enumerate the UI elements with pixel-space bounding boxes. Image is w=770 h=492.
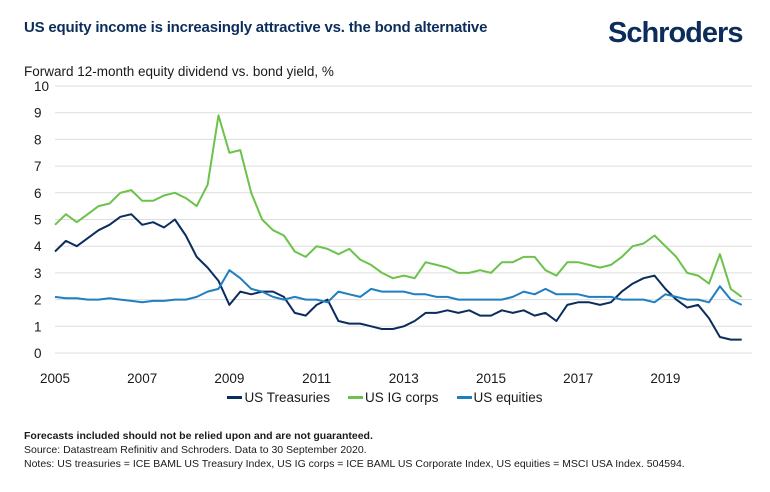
series-line-treasuries [54,213,742,341]
y-tick-label: 9 [34,106,42,121]
legend-label: US Treasuries [244,390,330,405]
legend-swatch-ig-corps [347,396,363,399]
definitions-note: Notes: US treasuries = ICE BAML US Treas… [24,458,685,470]
legend-swatch-treasuries [227,396,243,399]
legend-item-treasuries: US Treasuries [227,390,330,405]
y-tick-label: 4 [34,239,42,254]
y-tick-label: 2 [34,293,42,308]
y-tick-label: 1 [34,319,42,334]
y-tick-label: 6 [34,186,42,201]
chart-subtitle: Forward 12-month equity dividend vs. bon… [24,64,334,79]
legend-item-ig-corps: US IG corps [347,390,439,405]
x-tick-label: 2011 [302,371,331,386]
footnotes: Forecasts included should not be relied … [24,429,685,471]
y-tick-label: 3 [34,266,42,281]
series-line-equities [54,269,743,306]
source-note: Source: Datastream Refinitiv and Schrode… [24,444,367,456]
legend-label: US equities [473,390,543,405]
x-tick-label: 2013 [389,371,419,386]
x-tick-label: 2007 [127,371,157,386]
y-tick-label: 0 [34,346,42,361]
y-tick-label: 7 [34,159,42,174]
schroders-logo: Schroders [608,17,743,49]
legend: US Treasuries US IG corps US equities [0,390,770,405]
series-line-ig-corps [54,114,743,298]
x-tick-label: 2005 [40,371,70,386]
chart-title: US equity income is increasingly attract… [24,19,488,36]
x-tick-label: 2015 [476,371,506,386]
legend-swatch-equities [456,396,472,399]
x-tick-label: 2019 [650,371,680,386]
y-tick-label: 5 [34,213,42,228]
legend-item-equities: US equities [456,390,543,405]
legend-label: US IG corps [364,390,439,405]
y-tick-label: 10 [34,79,49,94]
disclaimer: Forecasts included should not be relied … [24,430,373,442]
x-tick-label: 2009 [214,371,244,386]
x-tick-label: 2017 [563,371,593,386]
y-tick-label: 8 [34,132,42,147]
